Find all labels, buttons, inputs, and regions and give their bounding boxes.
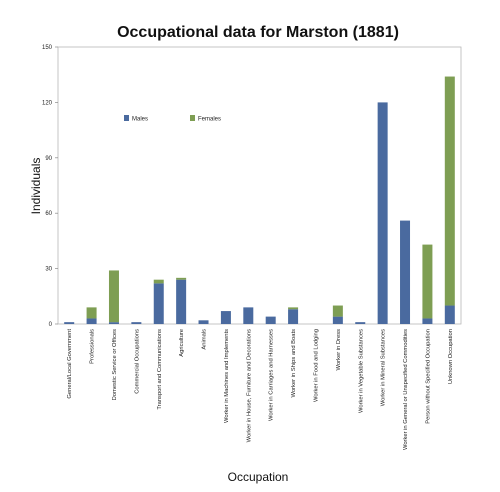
y-axis-label: Individuals — [29, 158, 43, 215]
bar-males-14 — [377, 102, 388, 325]
x-tick-label: Agriculture — [179, 329, 185, 357]
bar-males-2 — [108, 322, 119, 324]
bar-males-12 — [332, 316, 343, 324]
x-tick-label: Animals — [202, 329, 208, 350]
y-tick-label: 120 — [42, 100, 53, 106]
bar-males-10 — [288, 309, 299, 324]
x-tick-label: Worker in House, Furniture and Decoratio… — [246, 329, 252, 442]
bar-males-0 — [64, 322, 75, 324]
legend-label-females: Females — [198, 117, 221, 123]
bar-females-17 — [444, 76, 455, 306]
bar-males-8 — [243, 307, 254, 324]
x-tick-label: General/Local Government — [67, 329, 73, 399]
x-tick-label: Worker in Dress — [336, 329, 342, 371]
bar-females-2 — [108, 270, 119, 323]
x-tick-label: Professionals — [90, 329, 96, 364]
bars-group — [64, 76, 455, 325]
bar-females-10 — [288, 307, 299, 310]
bar-males-17 — [444, 305, 455, 324]
y-tick-label: 30 — [45, 267, 52, 273]
bar-males-5 — [176, 279, 187, 324]
bar-females-12 — [332, 305, 343, 317]
y-tick-label: 90 — [45, 156, 52, 162]
legend-label-males: Males — [132, 117, 148, 123]
x-tick-labels: General/Local Government Professionals Dom… — [67, 329, 454, 450]
x-tick-label: Worker in Ships and Boats — [291, 329, 297, 398]
bar-males-16 — [422, 318, 433, 324]
bar-males-1 — [86, 318, 97, 324]
y-tick-label: 60 — [45, 211, 52, 217]
legend-swatch-males — [124, 115, 129, 121]
chart-title: Occupational data for Marston (1881) — [117, 24, 399, 41]
bar-males-4 — [153, 283, 164, 324]
x-tick-label: Worker in Food and Lodging — [313, 329, 319, 402]
bar-males-9 — [265, 316, 276, 324]
x-tick-label: Worker in Vegetable Substances — [358, 329, 364, 413]
x-axis-label: Occupation — [228, 470, 289, 484]
legend: Males Females — [124, 115, 221, 123]
y-tick-label: 150 — [42, 45, 53, 51]
x-tick-label: Unknown Occupation — [448, 329, 454, 384]
bar-males-7 — [220, 311, 231, 324]
x-tick-label: Worker in Machines and Implements — [224, 329, 230, 423]
x-tick-label: Worker in Mineral Substances — [381, 329, 387, 406]
bar-males-13 — [355, 322, 366, 324]
y-axis: 0 30 60 90 120 150 — [42, 45, 58, 328]
x-tick-label: Commercial Occupations — [134, 329, 140, 394]
bar-females-1 — [86, 307, 97, 319]
bar-males-15 — [400, 220, 411, 324]
plot-area-frame — [57, 46, 462, 325]
x-tick-label: Worker in Carriages and Harnesses — [269, 329, 275, 421]
bar-males-3 — [131, 322, 142, 324]
x-tick-label: Transport and Communications — [157, 329, 163, 410]
bar-females-4 — [153, 279, 164, 284]
bar-females-5 — [176, 277, 187, 280]
y-tick-label: 0 — [49, 322, 53, 328]
x-tick-label: Person without Specified Occupation — [425, 329, 431, 424]
bar-females-16 — [422, 244, 433, 319]
x-tick-label: Domestic Service or Offices — [112, 329, 118, 401]
x-tick-label: Worker in General or Unspecified Commodi… — [403, 329, 409, 450]
legend-swatch-females — [190, 115, 195, 121]
bar-males-6 — [198, 320, 209, 324]
